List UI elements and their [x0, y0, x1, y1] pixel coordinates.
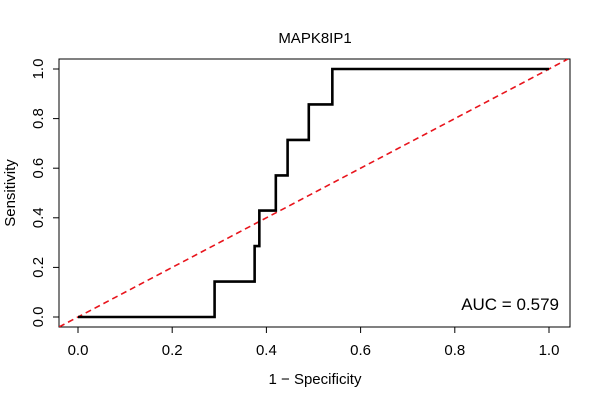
y-tick-label: 1.0 [30, 59, 47, 80]
x-tick-label: 0.8 [444, 342, 465, 359]
y-tick-label: 0.4 [30, 207, 47, 228]
roc-curve-line [78, 67, 549, 319]
x-tick-label: 0.2 [162, 342, 183, 359]
y-axis-title: Sensitivity [2, 159, 19, 227]
x-tick-label: 0.6 [350, 342, 371, 359]
series-layer [59, 59, 569, 327]
x-tick-label: 0.4 [256, 342, 277, 359]
reference-diagonal-line [59, 59, 569, 327]
y-tick-label: 0.2 [30, 257, 47, 278]
x-axis: 0.0 0.2 0.4 0.6 0.8 1.0 [68, 327, 560, 359]
y-axis: 0.0 0.2 0.4 0.6 0.8 1.0 [30, 59, 59, 328]
y-tick-label: 0.0 [30, 307, 47, 328]
plot-frame [58, 58, 571, 328]
x-axis-title: 1 − Specificity [269, 371, 362, 388]
chart-title: MAPK8IP1 [278, 30, 351, 47]
y-tick-label: 0.8 [30, 108, 47, 129]
auc-annotation: AUC = 0.579 [461, 295, 559, 314]
y-tick-label: 0.6 [30, 158, 47, 179]
x-tick-label: 0.0 [68, 342, 89, 359]
x-tick-label: 1.0 [539, 342, 560, 359]
